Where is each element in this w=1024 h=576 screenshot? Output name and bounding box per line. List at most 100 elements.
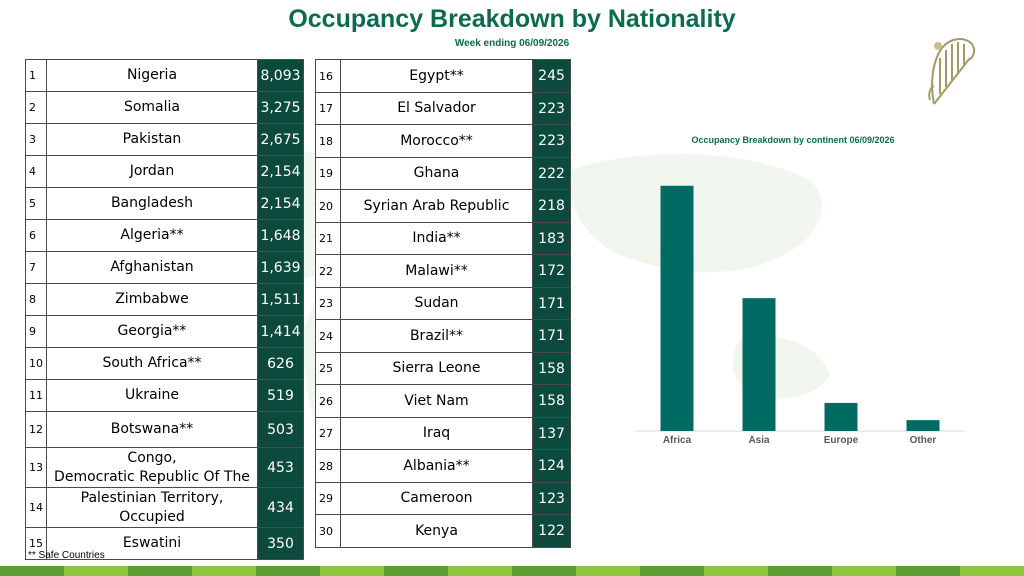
- country-cell: Ukraine: [45, 379, 259, 412]
- occupancy-value-cell: 171: [532, 287, 571, 320]
- country-cell: Egypt**: [339, 59, 534, 93]
- table-row: 4 Jordan 2,154: [25, 155, 304, 188]
- table-row: 30 Kenya 122: [315, 514, 571, 548]
- table-row: 23 Sudan 171: [315, 287, 571, 320]
- table-row: 8 Zimbabwe 1,511: [25, 283, 304, 316]
- occupancy-value-cell: 503: [257, 411, 304, 448]
- table-row: 22 Malawi** 172: [315, 254, 571, 288]
- country-cell: Congo, Democratic Republic Of The: [45, 447, 259, 488]
- rank-cell: 5: [25, 187, 47, 220]
- country-cell: Somalia: [45, 91, 259, 124]
- country-cell: Afghanistan: [45, 251, 259, 284]
- country-cell: Georgia**: [45, 315, 259, 348]
- rank-cell: 17: [315, 92, 341, 125]
- bar-other: [906, 420, 940, 431]
- country-cell: Syrian Arab Republic: [339, 189, 534, 223]
- rank-cell: 13: [25, 447, 47, 488]
- stripe-segment: [704, 566, 768, 576]
- country-cell: Pakistan: [45, 123, 259, 156]
- stripe-segment: [960, 566, 1024, 576]
- occupancy-value-cell: 1,648: [257, 219, 304, 252]
- stripe-segment: [448, 566, 512, 576]
- country-cell: South Africa**: [45, 347, 259, 380]
- x-tick-label: Other: [910, 435, 937, 446]
- stripe-segment: [384, 566, 448, 576]
- occupancy-value-cell: 218: [532, 189, 571, 223]
- rank-cell: 8: [25, 283, 47, 316]
- table-row: 24 Brazil** 171: [315, 319, 571, 353]
- occupancy-value-cell: 123: [532, 482, 571, 515]
- rank-cell: 11: [25, 379, 47, 412]
- occupancy-value-cell: 122: [532, 514, 571, 548]
- occupancy-value-cell: 158: [532, 384, 571, 418]
- country-cell: Kenya: [339, 514, 534, 548]
- x-tick-label: Asia: [748, 435, 770, 446]
- rank-cell: 24: [315, 319, 341, 353]
- stripe-segment: [128, 566, 192, 576]
- chart-title: Occupancy Breakdown by continent 06/09/2…: [691, 135, 895, 145]
- table-row: 18 Morocco** 223: [315, 124, 571, 158]
- country-cell: Cameroon: [339, 482, 534, 515]
- stripe-segment: [576, 566, 640, 576]
- occupancy-value-cell: 172: [532, 254, 571, 288]
- rank-cell: 22: [315, 254, 341, 288]
- bottom-stripe: [0, 566, 1024, 576]
- country-cell: Sudan: [339, 287, 534, 320]
- stripe-segment: [320, 566, 384, 576]
- occupancy-value-cell: 223: [532, 124, 571, 158]
- occupancy-value-cell: 453: [257, 447, 304, 488]
- rank-cell: 21: [315, 222, 341, 255]
- table-row: 3 Pakistan 2,675: [25, 123, 304, 156]
- table-row: 20 Syrian Arab Republic 218: [315, 189, 571, 223]
- country-cell: Albania**: [339, 449, 534, 483]
- stripe-segment: [768, 566, 832, 576]
- stripe-segment: [0, 566, 64, 576]
- occupancy-value-cell: 2,154: [257, 155, 304, 188]
- stripe-segment: [640, 566, 704, 576]
- table-row: 11 Ukraine 519: [25, 379, 304, 412]
- table-row: 13 Congo, Democratic Republic Of The 453: [25, 447, 304, 488]
- table-row: 1 Nigeria 8,093: [25, 59, 304, 92]
- table-row: 21 India** 183: [315, 222, 571, 255]
- stripe-segment: [832, 566, 896, 576]
- page-title: Occupancy Breakdown by Nationality: [288, 5, 736, 33]
- occupancy-value-cell: 2,675: [257, 123, 304, 156]
- harp-emblem-icon: [928, 38, 976, 105]
- country-cell: Algeria**: [45, 219, 259, 252]
- stripe-segment: [64, 566, 128, 576]
- rank-cell: 19: [315, 157, 341, 190]
- table-row: 15 Eswatini 350: [25, 527, 304, 560]
- country-cell: Palestinian Territory, Occupied: [45, 487, 259, 528]
- rank-cell: 9: [25, 315, 47, 348]
- table-row: 26 Viet Nam 158: [315, 384, 571, 418]
- country-cell: Viet Nam: [339, 384, 534, 418]
- rank-cell: 6: [25, 219, 47, 252]
- bar-europe: [824, 402, 858, 431]
- country-cell: Morocco**: [339, 124, 534, 158]
- stripe-segment: [192, 566, 256, 576]
- table-row: 25 Sierra Leone 158: [315, 352, 571, 385]
- occupancy-value-cell: 158: [532, 352, 571, 385]
- occupancy-value-cell: 137: [532, 417, 571, 450]
- occupancy-value-cell: 626: [257, 347, 304, 380]
- stripe-segment: [512, 566, 576, 576]
- table-row: 16 Egypt** 245: [315, 59, 571, 93]
- page-subtitle: Week ending 06/09/2026: [454, 38, 570, 49]
- rank-cell: 10: [25, 347, 47, 380]
- rank-cell: 20: [315, 189, 341, 223]
- table-row: 2 Somalia 3,275: [25, 91, 304, 124]
- occupancy-value-cell: 1,414: [257, 315, 304, 348]
- occupancy-value-cell: 124: [532, 449, 571, 483]
- country-cell: El Salvador: [339, 92, 534, 125]
- table-row: 6 Algeria** 1,648: [25, 219, 304, 252]
- country-cell: Iraq: [339, 417, 534, 450]
- country-cell: Brazil**: [339, 319, 534, 353]
- rank-cell: 23: [315, 287, 341, 320]
- table-row: 12 Botswana** 503: [25, 411, 304, 448]
- occupancy-value-cell: 245: [532, 59, 571, 93]
- rank-cell: 4: [25, 155, 47, 188]
- rank-cell: 29: [315, 482, 341, 515]
- table-row: 5 Bangladesh 2,154: [25, 187, 304, 220]
- rank-cell: 12: [25, 411, 47, 448]
- rank-cell: 30: [315, 514, 341, 548]
